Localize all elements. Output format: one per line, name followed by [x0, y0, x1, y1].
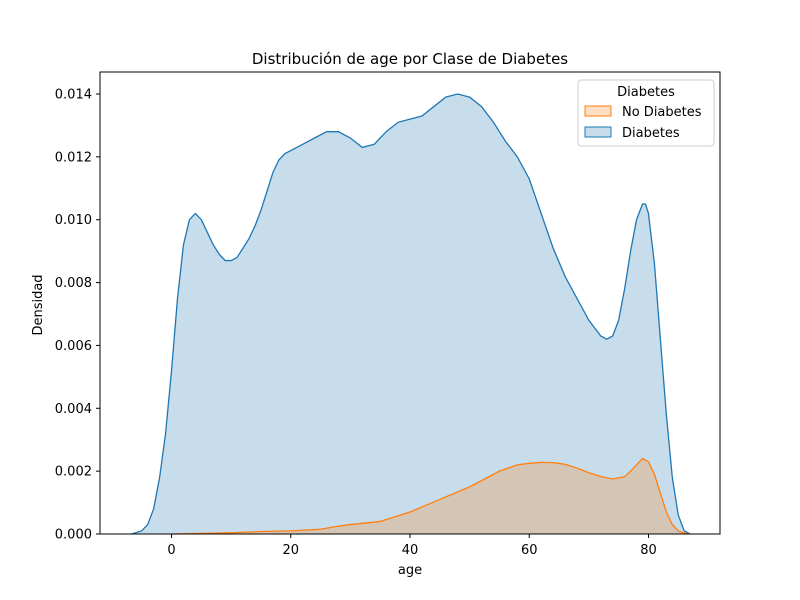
density-areas: [131, 93, 691, 535]
legend-title: Diabetes: [617, 85, 675, 100]
line-diabetes: [131, 93, 691, 535]
y-tick-label: 0.000: [55, 528, 92, 543]
y-tick-label: 0.008: [55, 276, 92, 291]
x-axis-label: age: [398, 563, 422, 578]
y-axis-ticks: 0.000 0.002 0.004 0.006 0.008 0.010 0.012 0.014: [55, 88, 100, 543]
chart-title: Distribución de age por Clase de Diabete…: [252, 50, 568, 68]
y-tick-label: 0.004: [55, 402, 92, 417]
y-tick-label: 0.014: [55, 88, 92, 103]
legend-swatch-diabetes: [584, 126, 612, 138]
y-tick-label: 0.010: [55, 213, 92, 228]
y-tick-label: 0.012: [55, 150, 92, 165]
x-tick-label: 60: [521, 543, 538, 558]
legend-swatch-no-diabetes: [584, 105, 612, 117]
x-tick-label: 20: [282, 543, 299, 558]
x-tick-label: 0: [167, 543, 175, 558]
legend: Diabetes No Diabetes Diabetes: [577, 79, 715, 147]
legend-box: [577, 79, 715, 147]
y-tick-label: 0.006: [55, 339, 92, 354]
area-diabetes: [131, 94, 691, 534]
x-axis-ticks: 0 20 40 60 80: [167, 534, 657, 558]
x-tick-label: 80: [640, 543, 657, 558]
legend-label-no-diabetes: No Diabetes: [622, 105, 702, 120]
legend-label-diabetes: Diabetes: [622, 126, 680, 141]
x-tick-label: 40: [402, 543, 419, 558]
area-no-diabetes: [171, 458, 691, 534]
y-axis-label: Densidad: [31, 274, 46, 335]
y-tick-label: 0.002: [55, 465, 92, 480]
line-no-diabetes: [171, 457, 691, 535]
